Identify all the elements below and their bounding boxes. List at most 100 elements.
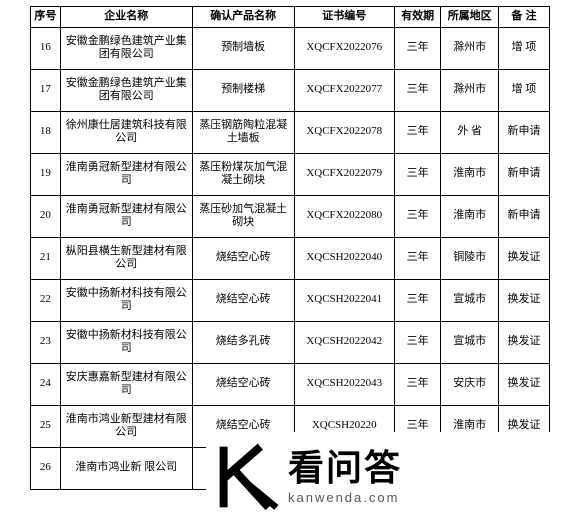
table-row: 21 枞阳县横生新型建材有限公司 烧结空心砖 XQCSH2022040 三年 铜… bbox=[31, 237, 550, 279]
data-table: 序号 企业名称 确认产品名称 证书编号 有效期 所属地区 备 注 16 安徽金鹏… bbox=[30, 6, 550, 490]
cell-remark: 新申请 bbox=[498, 195, 549, 237]
cell-company: 安徽金鹏绿色建筑产业集团有限公司 bbox=[60, 69, 192, 111]
cell-cert: XQCFX2022079 bbox=[294, 153, 394, 195]
table-header-row: 序号 企业名称 确认产品名称 证书编号 有效期 所属地区 备 注 bbox=[31, 7, 550, 28]
cell-remark: 换发证 bbox=[498, 321, 549, 363]
cell-area: 淮南市 bbox=[441, 195, 498, 237]
cell-remark: 增 项 bbox=[498, 27, 549, 69]
cell-area: 滁州市 bbox=[441, 69, 498, 111]
cell-company: 淮南市鸿业新型建材有限公司 bbox=[60, 405, 192, 447]
cell-remark bbox=[498, 447, 549, 489]
cell-cert: XQCFX2022078 bbox=[294, 111, 394, 153]
cell-product: 预制楼梯 bbox=[192, 69, 294, 111]
cell-cert: XQCFX2022076 bbox=[294, 27, 394, 69]
cell-area: 滁州市 bbox=[441, 27, 498, 69]
cell-remark: 新申请 bbox=[498, 153, 549, 195]
cell-remark: 换发证 bbox=[498, 237, 549, 279]
cell-cert: XQCFX2022080 bbox=[294, 195, 394, 237]
cell-validity: 三年 bbox=[394, 321, 441, 363]
cell-company: 安徽中扬新材科技有限公司 bbox=[60, 321, 192, 363]
cell-idx: 23 bbox=[31, 321, 61, 363]
cell-company: 淮南勇冠新型建材有限公司 bbox=[60, 153, 192, 195]
cell-company: 安庆惠嘉新型建材有限公司 bbox=[60, 363, 192, 405]
table-row: 25 淮南市鸿业新型建材有限公司 烧结空心砖 XQCSH20220 三年 淮南市… bbox=[31, 405, 550, 447]
table-row: 26 淮南市鸿业新 限公司 bbox=[31, 447, 550, 489]
cell-validity: 三年 bbox=[394, 153, 441, 195]
table-row: 16 安徽金鹏绿色建筑产业集团有限公司 预制墙板 XQCFX2022076 三年… bbox=[31, 27, 550, 69]
cell-company: 安徽中扬新材科技有限公司 bbox=[60, 279, 192, 321]
cell-idx: 17 bbox=[31, 69, 61, 111]
cell-area: 安庆市 bbox=[441, 363, 498, 405]
cell-validity: 三年 bbox=[394, 195, 441, 237]
cell-area: 淮南市 bbox=[441, 405, 498, 447]
table-body: 16 安徽金鹏绿色建筑产业集团有限公司 预制墙板 XQCFX2022076 三年… bbox=[31, 27, 550, 489]
cell-company: 枞阳县横生新型建材有限公司 bbox=[60, 237, 192, 279]
table-container: 序号 企业名称 确认产品名称 证书编号 有效期 所属地区 备 注 16 安徽金鹏… bbox=[30, 6, 550, 490]
cell-product: 烧结空心砖 bbox=[192, 363, 294, 405]
cell-area: 外 省 bbox=[441, 111, 498, 153]
col-validity: 有效期 bbox=[394, 7, 441, 28]
page-root: 序号 企业名称 确认产品名称 证书编号 有效期 所属地区 备 注 16 安徽金鹏… bbox=[0, 0, 567, 517]
cell-idx: 20 bbox=[31, 195, 61, 237]
cell-validity: 三年 bbox=[394, 405, 441, 447]
cell-validity: 三年 bbox=[394, 279, 441, 321]
cell-remark: 换发证 bbox=[498, 363, 549, 405]
cell-idx: 25 bbox=[31, 405, 61, 447]
cell-product: 蒸压钢筋陶粒混凝土墙板 bbox=[192, 111, 294, 153]
cell-idx: 26 bbox=[31, 447, 61, 489]
cell-area: 宣城市 bbox=[441, 321, 498, 363]
logo-sub-text: kanwenda.com bbox=[288, 490, 402, 505]
cell-idx: 21 bbox=[31, 237, 61, 279]
cell-validity bbox=[394, 447, 441, 489]
cell-area bbox=[441, 447, 498, 489]
cell-cert: XQCFX2022077 bbox=[294, 69, 394, 111]
col-remark: 备 注 bbox=[498, 7, 549, 28]
cell-remark: 新申请 bbox=[498, 111, 549, 153]
cell-cert bbox=[294, 447, 394, 489]
table-row: 24 安庆惠嘉新型建材有限公司 烧结空心砖 XQCSH2022043 三年 安庆… bbox=[31, 363, 550, 405]
cell-idx: 24 bbox=[31, 363, 61, 405]
cell-remark: 换发证 bbox=[498, 279, 549, 321]
table-row: 18 徐州康仕居建筑科技有限公司 蒸压钢筋陶粒混凝土墙板 XQCFX202207… bbox=[31, 111, 550, 153]
cell-idx: 22 bbox=[31, 279, 61, 321]
cell-validity: 三年 bbox=[394, 237, 441, 279]
cell-cert: XQCSH2022042 bbox=[294, 321, 394, 363]
cell-company: 淮南勇冠新型建材有限公司 bbox=[60, 195, 192, 237]
cell-validity: 三年 bbox=[394, 111, 441, 153]
table-row: 19 淮南勇冠新型建材有限公司 蒸压粉煤灰加气混凝土砌块 XQCFX202207… bbox=[31, 153, 550, 195]
cell-area: 宣城市 bbox=[441, 279, 498, 321]
cell-company: 安徽金鹏绿色建筑产业集团有限公司 bbox=[60, 27, 192, 69]
cell-company: 徐州康仕居建筑科技有限公司 bbox=[60, 111, 192, 153]
cell-product: 蒸压粉煤灰加气混凝土砌块 bbox=[192, 153, 294, 195]
cell-validity: 三年 bbox=[394, 363, 441, 405]
cell-product: 烧结空心砖 bbox=[192, 279, 294, 321]
cell-company: 淮南市鸿业新 限公司 bbox=[60, 447, 192, 489]
cell-cert: XQCSH2022041 bbox=[294, 279, 394, 321]
table-row: 20 淮南勇冠新型建材有限公司 蒸压砂加气混凝土砌块 XQCFX2022080 … bbox=[31, 195, 550, 237]
cell-remark: 换发证 bbox=[498, 405, 549, 447]
cell-cert: XQCSH2022040 bbox=[294, 237, 394, 279]
cell-validity: 三年 bbox=[394, 27, 441, 69]
cell-idx: 16 bbox=[31, 27, 61, 69]
col-cert: 证书编号 bbox=[294, 7, 394, 28]
cell-product: 烧结空心砖 bbox=[192, 405, 294, 447]
cell-product: 烧结空心砖 bbox=[192, 237, 294, 279]
cell-validity: 三年 bbox=[394, 69, 441, 111]
cell-idx: 18 bbox=[31, 111, 61, 153]
col-company: 企业名称 bbox=[60, 7, 192, 28]
cell-cert: XQCSH2022043 bbox=[294, 363, 394, 405]
cell-remark: 增 项 bbox=[498, 69, 549, 111]
table-row: 22 安徽中扬新材科技有限公司 烧结空心砖 XQCSH2022041 三年 宣城… bbox=[31, 279, 550, 321]
table-row: 23 安徽中扬新材科技有限公司 烧结多孔砖 XQCSH2022042 三年 宣城… bbox=[31, 321, 550, 363]
cell-cert: XQCSH20220 bbox=[294, 405, 394, 447]
cell-area: 淮南市 bbox=[441, 153, 498, 195]
cell-product bbox=[192, 447, 294, 489]
table-row: 17 安徽金鹏绿色建筑产业集团有限公司 预制楼梯 XQCFX2022077 三年… bbox=[31, 69, 550, 111]
cell-idx: 19 bbox=[31, 153, 61, 195]
col-area: 所属地区 bbox=[441, 7, 498, 28]
cell-product: 预制墙板 bbox=[192, 27, 294, 69]
cell-product: 烧结多孔砖 bbox=[192, 321, 294, 363]
col-product: 确认产品名称 bbox=[192, 7, 294, 28]
cell-area: 铜陵市 bbox=[441, 237, 498, 279]
cell-product: 蒸压砂加气混凝土砌块 bbox=[192, 195, 294, 237]
